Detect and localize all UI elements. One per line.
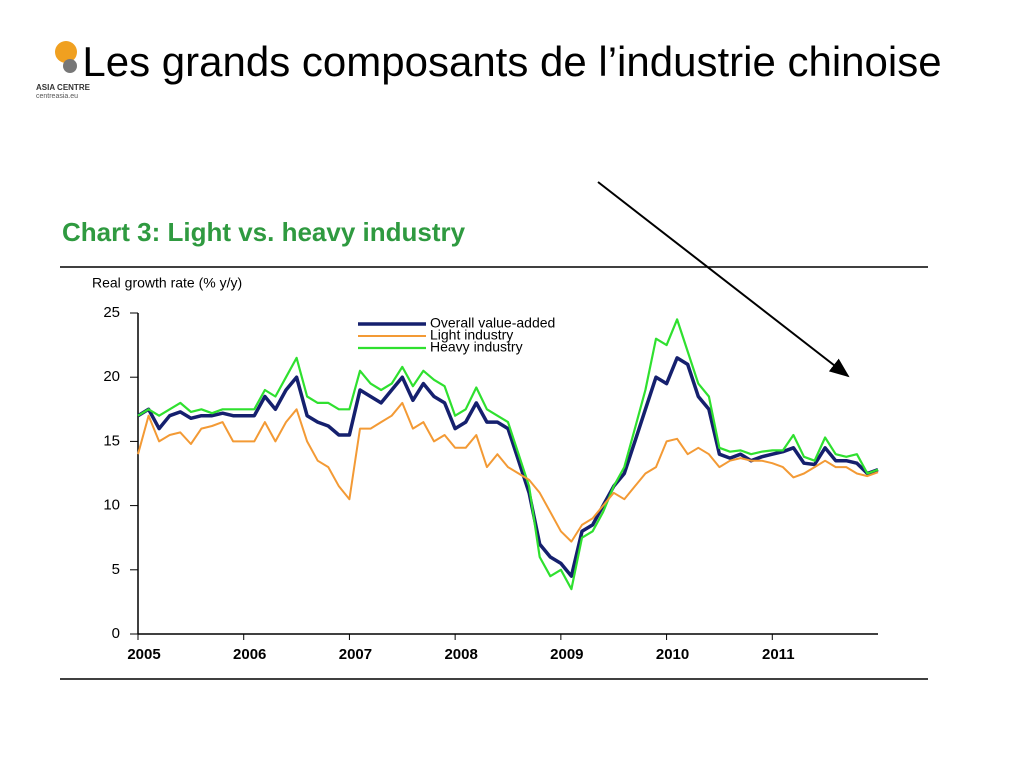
series-line (137, 318, 879, 591)
x-tick-label: 2008 (444, 646, 477, 663)
logo-mark (63, 59, 77, 73)
logo-mark (55, 41, 77, 63)
series-line (137, 356, 879, 578)
slide-title: Les grands composants de l’industrie chi… (82, 38, 942, 85)
y-axis-label: Real growth rate (% y/y) (92, 275, 242, 291)
y-tick-label: 0 (112, 625, 120, 642)
y-tick-label: 25 (103, 304, 120, 321)
y-tick-label: 5 (112, 561, 120, 578)
arrow (597, 181, 850, 378)
logo-name: ASIA CENTRE (36, 83, 91, 92)
series-line (137, 401, 879, 543)
y-tick-label: 15 (103, 432, 120, 449)
x-tick-label: 2010 (656, 646, 689, 663)
x-tick-label: 2007 (339, 646, 372, 663)
y-tick-label: 10 (103, 497, 120, 514)
legend-label: Heavy industry (430, 339, 523, 355)
x-tick-label: 2005 (127, 646, 160, 663)
x-tick-label: 2011 (762, 646, 795, 663)
x-tick-label: 2009 (550, 646, 583, 663)
legend-label: Overall value-added (430, 315, 555, 331)
y-tick-label: 20 (103, 368, 120, 385)
logo-site: centreasia.eu (36, 93, 78, 100)
x-tick-label: 2006 (233, 646, 266, 663)
chart-title: Chart 3: Light vs. heavy industry (62, 217, 466, 247)
legend-label: Light industry (430, 327, 513, 343)
